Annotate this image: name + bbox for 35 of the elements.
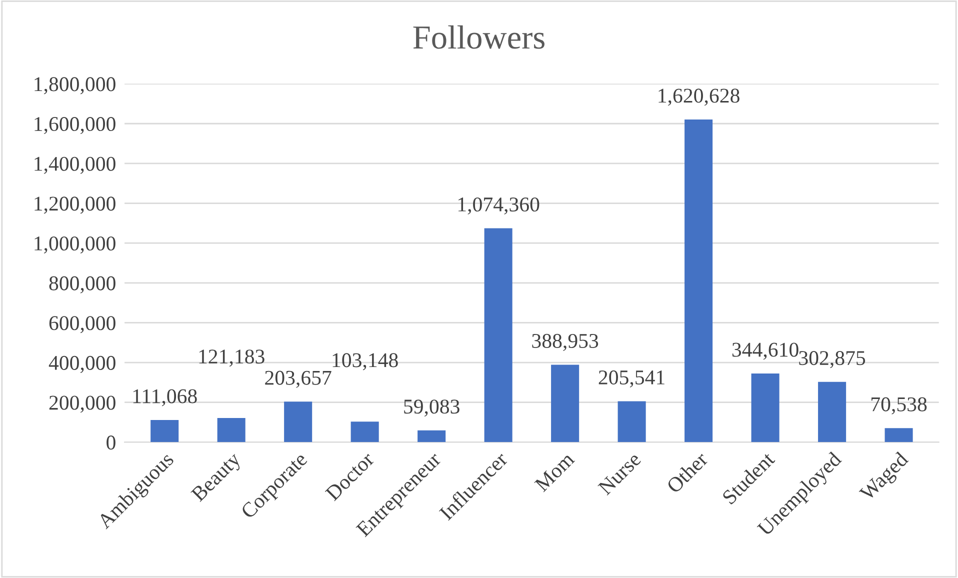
bar — [284, 402, 312, 442]
data-label: 59,083 — [404, 400, 460, 417]
data-label: 103,148 — [332, 353, 398, 370]
y-tick-label: 0 — [106, 436, 116, 450]
bar — [884, 428, 913, 442]
data-label: 205,541 — [598, 370, 664, 388]
bar — [751, 374, 780, 442]
y-tick-label: 1,000,000 — [34, 236, 116, 254]
bar — [618, 401, 646, 442]
data-label: 388,953 — [532, 334, 598, 351]
bar — [150, 420, 179, 442]
bar — [217, 418, 246, 442]
data-label: 203,657 — [265, 370, 332, 388]
bar — [551, 364, 580, 442]
bar — [818, 382, 846, 442]
y-tick-label: 600,000 — [49, 316, 116, 334]
y-tick-label: 1,200,000 — [34, 196, 116, 214]
data-label: 302,875 — [799, 351, 866, 368]
y-tick-label: 1,600,000 — [34, 117, 116, 134]
bar — [350, 422, 379, 442]
y-tick-label: 1,400,000 — [34, 156, 116, 174]
data-label: 344,610 — [732, 342, 798, 360]
data-label: 70,538 — [872, 397, 927, 414]
y-tick-label: 200,000 — [49, 396, 116, 413]
data-label: 111,068 — [133, 389, 197, 406]
data-label: 121,183 — [199, 350, 264, 367]
y-tick-label: 800,000 — [49, 276, 116, 294]
bar — [684, 120, 713, 442]
y-tick-label: 400,000 — [48, 356, 116, 373]
bar — [418, 430, 446, 442]
bar — [484, 228, 512, 442]
y-tick-label: 1,800,000 — [34, 77, 116, 94]
data-label: 1,620,628 — [658, 88, 740, 106]
data-label: 1,074,360 — [458, 197, 540, 214]
chart-title: Followers — [413, 25, 544, 49]
